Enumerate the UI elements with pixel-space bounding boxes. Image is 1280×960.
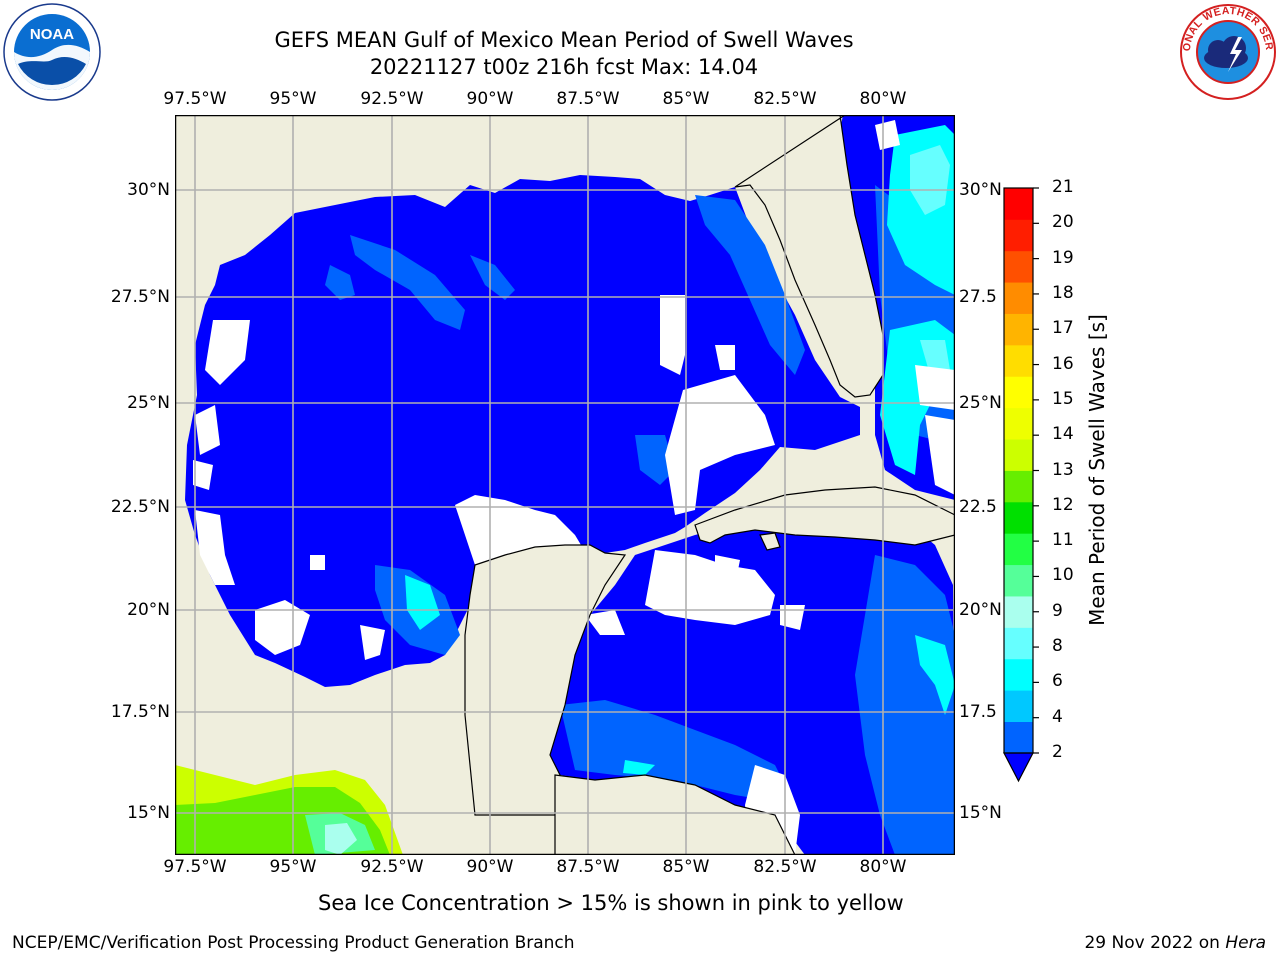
lon-tick-bottom: 85°W	[662, 857, 710, 877]
footer-date-text: 29 Nov 2022 on	[1084, 933, 1226, 953]
map-frame	[175, 115, 955, 855]
colorbar-bin	[1004, 470, 1033, 503]
footer-credit: NCEP/EMC/Verification Post Processing Pr…	[12, 933, 575, 953]
lon-tick-bottom: 87.5°W	[556, 857, 620, 877]
colorbar-bin	[1004, 690, 1033, 723]
colorbar-bin	[1004, 376, 1033, 409]
swell-patches-6-8s	[910, 145, 950, 375]
lon-tick-top: 82.5°W	[753, 89, 817, 109]
colorbar-tick-label: 21	[1052, 177, 1074, 197]
colorbar-bin	[1004, 533, 1033, 566]
colorbar-bin	[1004, 627, 1033, 660]
colorbar-tick-label: 17	[1052, 318, 1074, 339]
colorbar-bin	[1004, 344, 1033, 377]
colorbar-bin	[1004, 596, 1033, 628]
colorbar	[1003, 187, 1039, 783]
pacific-sea-cyan	[325, 823, 357, 855]
colorbar-tick-label: 9	[1052, 600, 1063, 621]
lon-tick-bottom: 90°W	[466, 857, 514, 877]
lat-tick-left: 22.5°N	[110, 497, 170, 517]
colorbar-bin	[1004, 564, 1033, 597]
colorbar-bin	[1004, 439, 1033, 471]
lat-tick-left: 15°N	[127, 803, 170, 823]
colorbar-bin	[1004, 188, 1033, 220]
colorbar-tick-label: 10	[1052, 565, 1074, 586]
colorbar-bin	[1004, 313, 1033, 346]
lat-tick-right: 22.5	[959, 497, 997, 517]
lon-tick-bottom: 82.5°W	[753, 857, 817, 877]
missing-data-patches	[193, 120, 955, 855]
lat-tick-right: 20°N	[959, 600, 1002, 620]
colorbar-tick-label: 12	[1052, 494, 1074, 515]
lat-tick-right: 17.5	[959, 702, 997, 722]
colorbar-bin	[1004, 219, 1033, 252]
colorbar-tick-label: 15	[1052, 388, 1074, 409]
nws-logo: NATIONAL WEATHER SERVICE	[1178, 2, 1276, 100]
swell-patches-2-4s	[325, 185, 955, 855]
footer-host: Hera	[1225, 933, 1266, 953]
lat-tick-left: 17.5°N	[110, 702, 170, 722]
footer-date: 29 Nov 2022 on Hera	[1084, 933, 1266, 953]
colorbar-tick-label: 18	[1052, 282, 1074, 303]
colorbar-extend-arrow	[1003, 752, 1034, 783]
colorbar-tick-label: 13	[1052, 459, 1074, 480]
lon-tick-top: 97.5°W	[163, 89, 227, 109]
lon-tick-top: 80°W	[859, 89, 907, 109]
colorbar-label: Mean Period of Swell Waves [s]	[1085, 314, 1109, 626]
colorbar-tick-label: 11	[1052, 530, 1074, 551]
lat-tick-right: 15°N	[959, 803, 1002, 823]
lon-tick-bottom: 95°W	[269, 857, 317, 877]
lon-tick-top: 85°W	[662, 89, 710, 109]
colorbar-tick-label: 2	[1052, 742, 1063, 762]
sea-ice-note: Sea Ice Concentration > 15% is shown in …	[318, 891, 904, 915]
colorbar-tick-label: 8	[1052, 636, 1063, 657]
noaa-logo: NOAA	[3, 3, 101, 101]
lon-tick-bottom: 92.5°W	[360, 857, 424, 877]
lon-tick-bottom: 80°W	[859, 857, 907, 877]
lat-tick-left: 25°N	[127, 393, 170, 413]
colorbar-tick-label: 20	[1052, 212, 1074, 233]
colorbar-bin	[1004, 282, 1033, 314]
colorbar-bin	[1004, 501, 1033, 534]
graticule	[175, 115, 955, 855]
colorbar-bin	[1004, 658, 1033, 691]
lon-tick-bottom: 97.5°W	[163, 857, 227, 877]
colorbar-tick-label: 19	[1052, 247, 1074, 268]
colorbar-tick-label: 14	[1052, 424, 1074, 445]
lon-tick-top: 87.5°W	[556, 89, 620, 109]
noaa-logo-text: NOAA	[30, 26, 74, 43]
lat-tick-right: 25°N	[959, 393, 1002, 413]
colorbar-tick-label: 16	[1052, 353, 1074, 374]
lon-tick-top: 92.5°W	[360, 89, 424, 109]
map-title: GEFS MEAN Gulf of Mexico Mean Period of …	[274, 28, 854, 52]
gulf-sea	[185, 175, 860, 687]
lat-tick-right: 30°N	[959, 180, 1002, 200]
colorbar-bin	[1004, 250, 1033, 283]
colorbar-bin	[1004, 407, 1033, 440]
lon-tick-top: 90°W	[466, 89, 514, 109]
colorbar-bin	[1004, 721, 1033, 754]
lat-tick-left: 30°N	[127, 180, 170, 200]
lat-tick-right: 27.5	[959, 287, 997, 307]
colorbar-tick-label: 4	[1052, 706, 1063, 727]
lat-tick-left: 27.5°N	[110, 287, 170, 307]
map-panel	[175, 115, 955, 855]
map-subtitle: 20221127 t00z 216h fcst Max: 14.04	[369, 55, 759, 79]
colorbar-tick-label: 6	[1052, 671, 1063, 692]
lon-tick-top: 95°W	[269, 89, 317, 109]
land-masses	[464, 115, 955, 855]
lat-tick-left: 20°N	[127, 600, 170, 620]
